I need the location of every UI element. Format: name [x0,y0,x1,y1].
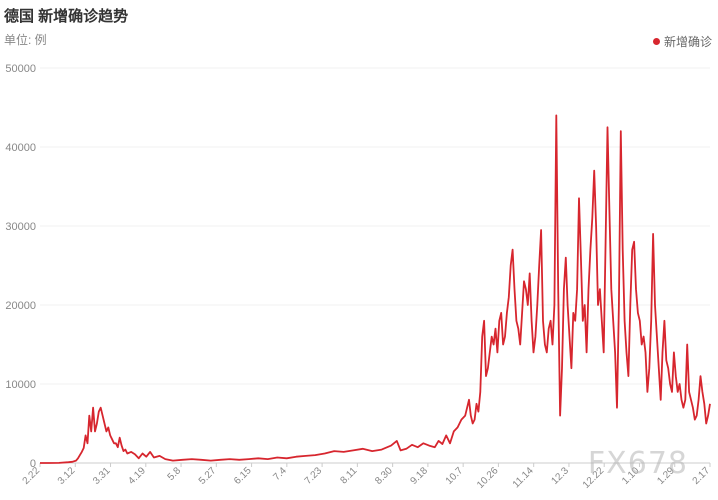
y-tick-label: 30000 [5,221,36,233]
x-tick-label: 10.7 [444,465,466,487]
x-tick-label: 10.26 [475,465,501,491]
legend-marker [652,38,660,45]
series-layer [40,114,711,464]
y-tick-label: 0 [30,458,36,470]
chart-title: 德国 新增确诊趋势 [4,8,129,25]
x-tick-label: 3.31 [91,465,113,487]
x-tick-label: 8.11 [338,465,359,486]
x-tick-label: 11.14 [511,465,536,490]
watermark-logo: FX678 [587,446,688,481]
x-tick-label: 8.30 [373,465,395,487]
unit-label: 单位: 例 [4,33,47,47]
x-tick-label: 2.17 [691,465,713,487]
y-tick-label: 10000 [5,379,36,391]
y-tick-label: 50000 [5,63,36,75]
x-tick-label: 6.15 [232,465,254,487]
series-line-new-cases [40,114,711,464]
x-tick-label: 7.4 [271,465,289,483]
y-tick-label: 40000 [5,142,36,154]
y-axis-ticks: 0 10000 20000 30000 40000 50000 [5,63,36,470]
y-tick-label: 20000 [5,300,36,312]
x-tick-label: 12.3 [550,465,572,487]
grid-lines [40,67,710,385]
x-tick-label: 9.18 [408,465,430,487]
legend-label: 新增确诊 [663,35,712,49]
x-tick-label: 7.23 [303,465,325,487]
x-tick-label: 4.19 [126,465,148,487]
x-tick-label: 5.8 [166,465,184,483]
x-tick-label: 5.27 [197,465,219,487]
x-tick-label: 2.22 [21,465,43,487]
legend[interactable]: 新增确诊 [652,33,712,50]
x-tick-label: 3.12 [56,465,78,487]
